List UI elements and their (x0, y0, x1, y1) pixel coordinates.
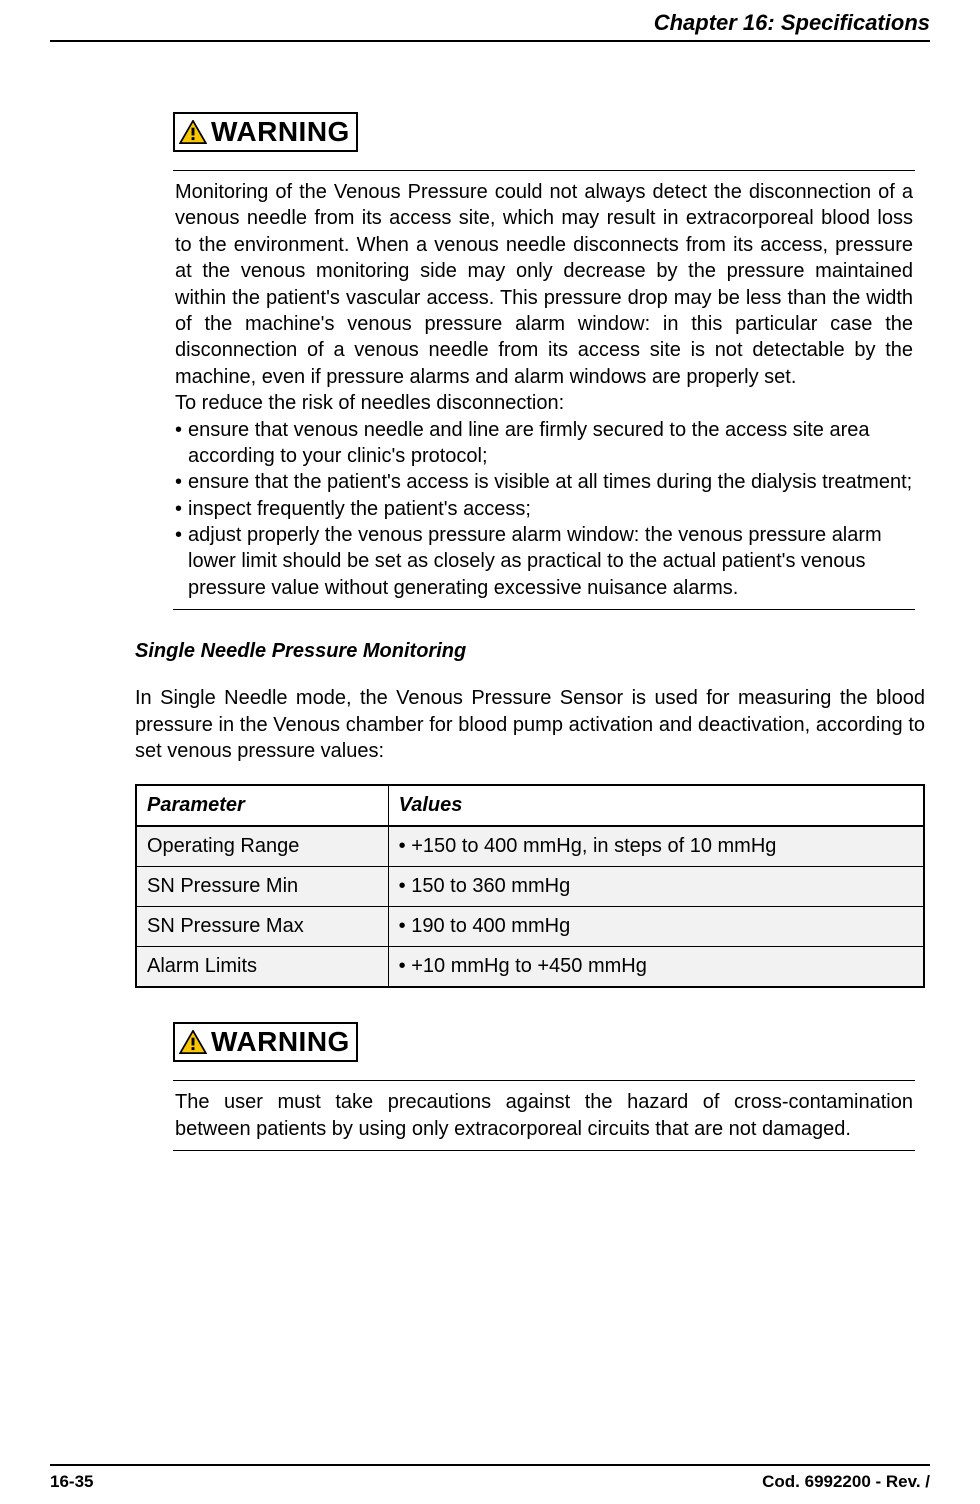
document-code: Cod. 6992200 - Rev. / (762, 1472, 930, 1492)
table-cell: Operating Range (136, 826, 388, 867)
table-header-row: Parameter Values (136, 785, 924, 826)
warning-bullet: •inspect frequently the patient's access… (175, 496, 913, 522)
warning-bullet: •ensure that the patient's access is vis… (175, 469, 913, 495)
section-heading: Single Needle Pressure Monitoring (135, 640, 925, 663)
page-number: 16-35 (50, 1472, 93, 1492)
warning-para-1: Monitoring of the Venous Pressure could … (175, 179, 913, 390)
table-header-cell: Parameter (136, 785, 388, 826)
table-row: Alarm Limits • +10 mmHg to +450 mmHg (136, 947, 924, 988)
warning-label: WARNING (211, 1026, 350, 1058)
table-cell: Alarm Limits (136, 947, 388, 988)
spec-table: Parameter Values Operating Range • +150 … (135, 784, 925, 988)
callout-rule-bottom (173, 609, 915, 610)
warning-label: WARNING (211, 116, 350, 148)
warning-callout-2: The user must take precautions against t… (173, 1080, 915, 1151)
table-cell: SN Pressure Min (136, 867, 388, 907)
warning-bullet: •adjust properly the venous pressure ala… (175, 522, 913, 601)
warning-para-2: To reduce the risk of needles disconnect… (175, 390, 913, 416)
footer-rule (50, 1464, 930, 1466)
warning-bullet: •ensure that venous needle and line are … (175, 417, 913, 470)
warning-triangle-icon (179, 1030, 207, 1054)
table-row: SN Pressure Max • 190 to 400 mmHg (136, 907, 924, 947)
table-cell: • +150 to 400 mmHg, in steps of 10 mmHg (388, 826, 924, 867)
table-cell: • 150 to 360 mmHg (388, 867, 924, 907)
warning-body-2: The user must take precautions against t… (173, 1081, 915, 1150)
content-area: WARNING Monitoring of the Venous Pressur… (135, 112, 925, 1151)
section-intro: In Single Needle mode, the Venous Pressu… (135, 685, 925, 764)
warning-body-1: Monitoring of the Venous Pressure could … (173, 171, 915, 609)
warning-triangle-icon (179, 120, 207, 144)
footer-row: 16-35 Cod. 6992200 - Rev. / (50, 1472, 930, 1492)
warning-callout-1: Monitoring of the Venous Pressure could … (173, 170, 915, 610)
table-row: SN Pressure Min • 150 to 360 mmHg (136, 867, 924, 907)
warning-badge: WARNING (173, 1022, 358, 1062)
table-row: Operating Range • +150 to 400 mmHg, in s… (136, 826, 924, 867)
table-cell: • 190 to 400 mmHg (388, 907, 924, 947)
table-header-cell: Values (388, 785, 924, 826)
callout-rule-bottom (173, 1150, 915, 1151)
table-cell: SN Pressure Max (136, 907, 388, 947)
table-cell: • +10 mmHg to +450 mmHg (388, 947, 924, 988)
page: Chapter 16: Specifications WARNING Monit… (0, 0, 980, 1504)
warning-badge: WARNING (173, 112, 358, 152)
header-rule (50, 40, 930, 42)
page-footer: 16-35 Cod. 6992200 - Rev. / (50, 1464, 930, 1492)
chapter-title: Chapter 16: Specifications (50, 10, 930, 40)
